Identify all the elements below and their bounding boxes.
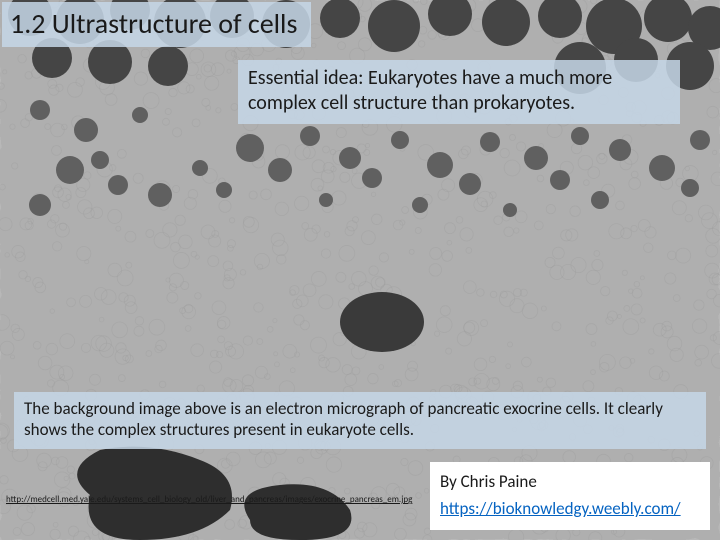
caption-box: The background image above is an electro… — [14, 392, 706, 449]
essential-idea-box: Essential idea: Eukaryotes have a much m… — [238, 60, 680, 124]
site-link[interactable]: https://bioknowledgy.weebly.com/ — [440, 498, 681, 519]
author-name: By Chris Paine — [440, 468, 700, 495]
slide-title: 1.2 Ultrastructure of cells — [2, 2, 311, 47]
author-box: By Chris Paine https://bioknowledgy.weeb… — [430, 462, 710, 530]
source-image-link[interactable]: http://medcell.med.yale.edu/systems_cell… — [6, 494, 416, 506]
